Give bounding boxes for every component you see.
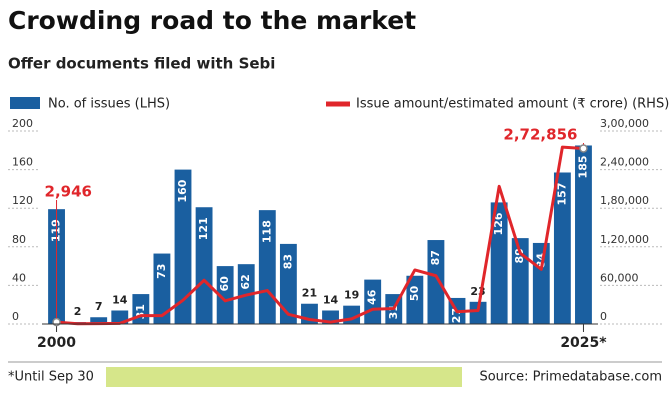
bar-label: 73 [155,264,168,279]
bar-label: 118 [260,220,273,243]
bar-label: 126 [492,212,505,235]
value-label: 2,946 [45,183,92,201]
bar-label: 62 [239,274,252,289]
footnote: *Until Sep 30 [8,370,94,385]
bar [279,243,297,324]
y-tick-label: 80 [12,233,26,246]
bar-label: 14 [323,293,339,306]
y-tick-label: 0 [12,310,19,323]
bar-label: 46 [366,289,379,305]
bar-label: 19 [344,289,359,302]
bar [90,317,108,324]
bar-label: 50 [408,285,421,301]
bar [532,242,550,324]
bar-label: 83 [281,254,294,269]
y2-tick-label: 2,40,000 [600,156,649,169]
bar [490,202,508,324]
y2-tick-label: 60,000 [600,271,639,284]
decoration [106,367,462,387]
chart-title: Crowding road to the market [8,6,416,35]
bar-label: 185 [576,155,589,178]
x-tick-label: 2025* [560,335,607,351]
bar-label: 157 [555,182,568,205]
bar [469,301,487,324]
bar [174,169,192,324]
line-point [52,317,61,327]
bar [195,207,213,324]
y-tick-label: 40 [12,271,26,284]
chart-subtitle: Offer documents filed with Sebi [8,55,275,73]
bar-label: 7 [95,300,103,313]
bar [153,253,171,324]
legend-label: Issue amount/estimated amount (₹ crore) … [356,97,669,112]
bar [511,238,529,324]
bar-label: 160 [176,179,189,202]
bar-label: 2 [74,305,82,318]
line-point [579,144,588,153]
bar-label: 121 [197,217,210,240]
line [56,145,584,326]
bar-label: 21 [302,287,317,300]
y-tick-label: 120 [12,194,33,207]
bar [427,240,445,324]
bar-label: 60 [218,276,231,292]
bar [553,172,571,324]
source: Source: Primedatabase.com [479,370,662,385]
legend-swatch [10,97,40,109]
y-tick-label: 160 [12,156,33,169]
bar [575,145,592,324]
y2-tick-label: 0 [600,310,607,323]
y-tick-label: 200 [12,117,33,130]
bar-label: 14 [112,293,128,306]
y2-tick-label: 1,80,000 [600,194,649,207]
bar [364,279,382,324]
y2-tick-label: 1,20,000 [600,233,649,246]
legend-label: No. of issues (LHS) [48,97,170,112]
bar-label: 87 [429,250,442,265]
bar [406,275,424,324]
bar [216,266,234,324]
value-label: 2,72,856 [503,126,577,144]
x-tick-label: 2000 [37,335,76,351]
bar-label: 89 [513,248,526,263]
y2-tick-label: 3,00,000 [600,117,649,130]
